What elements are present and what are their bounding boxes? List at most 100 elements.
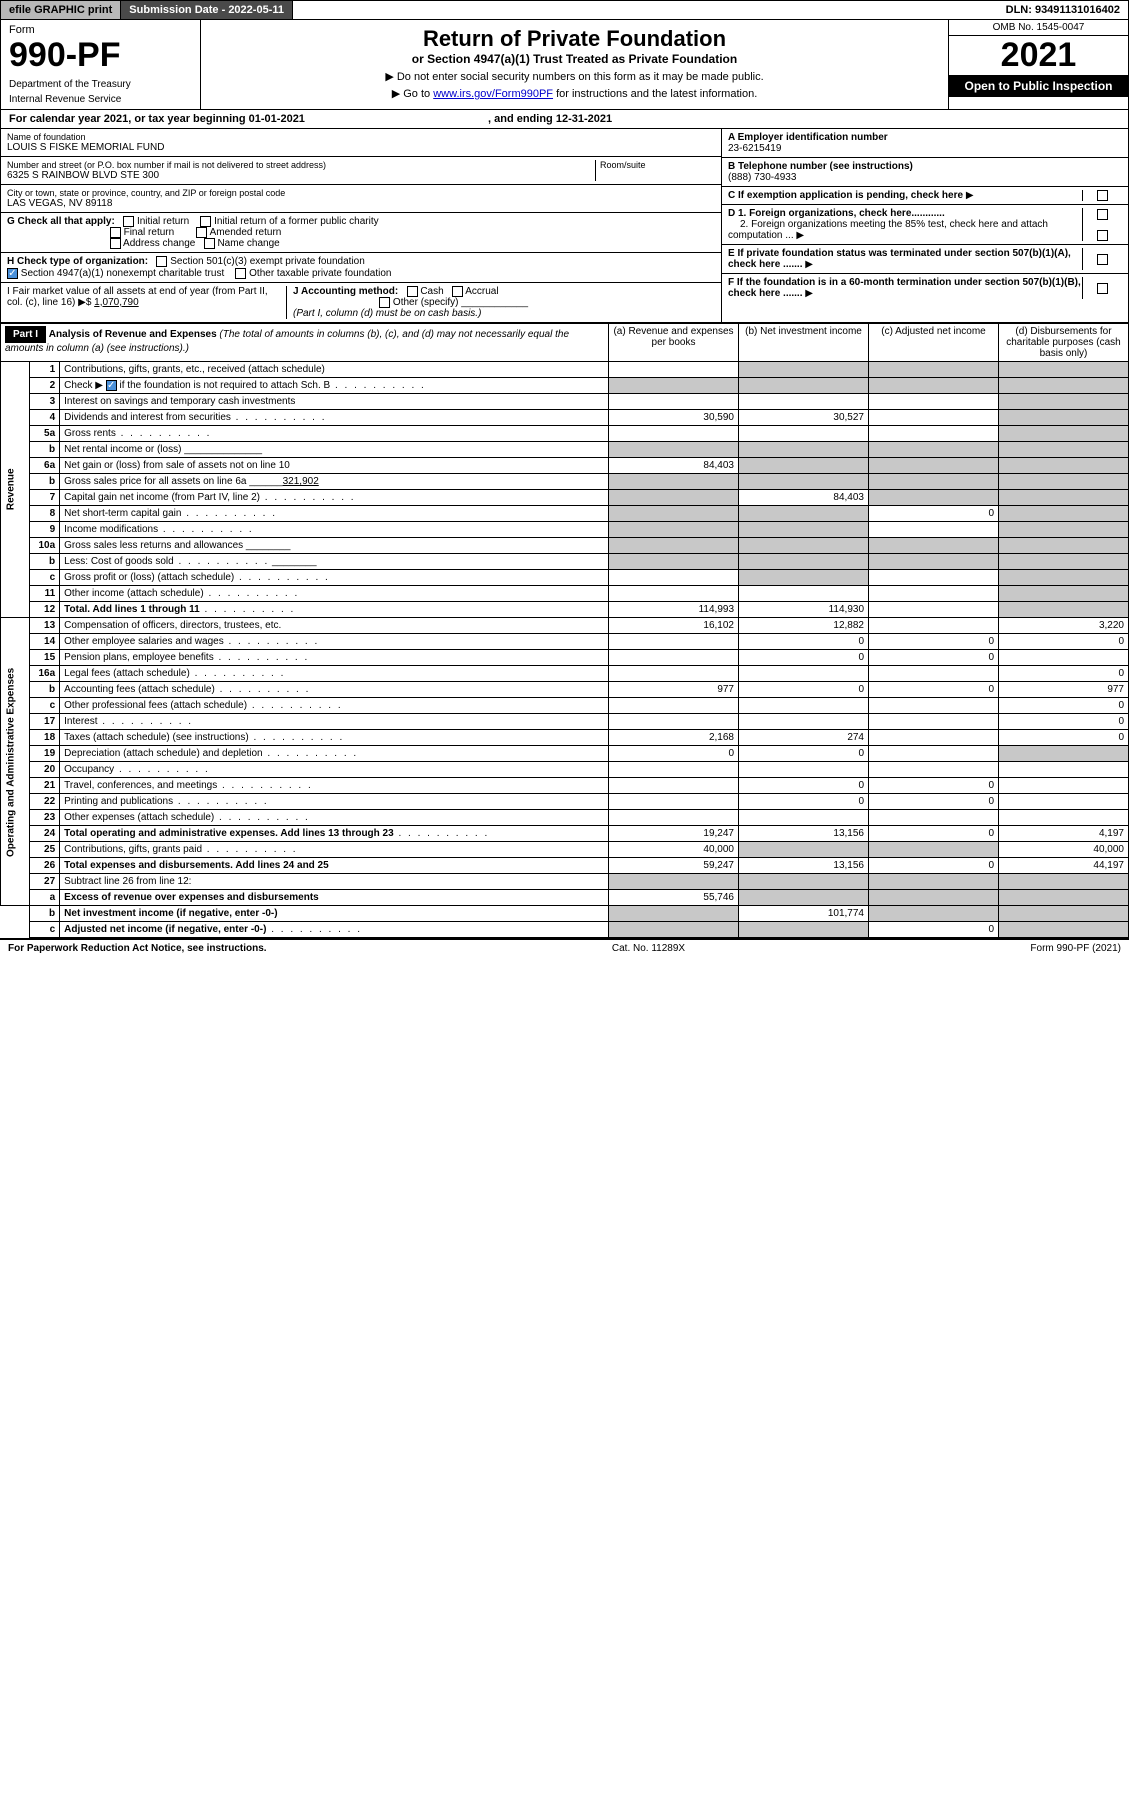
form-label: Form: [9, 24, 192, 36]
row-3: 3Interest on savings and temporary cash …: [1, 394, 1129, 410]
row-7: 7Capital gain net income (from Part IV, …: [1, 490, 1129, 506]
note-ssn: ▶ Do not enter social security numbers o…: [207, 70, 942, 83]
address: 6325 S RAINBOW BLVD STE 300: [7, 170, 595, 181]
ftr-form: Form 990-PF (2021): [1030, 943, 1121, 954]
chk-initial[interactable]: [123, 216, 134, 227]
section-i: I Fair market value of all assets at end…: [7, 286, 287, 319]
row-6a: 6aNet gain or (loss) from sale of assets…: [1, 458, 1129, 474]
row-25: 25Contributions, gifts, grants paid40,00…: [1, 842, 1129, 858]
dln: DLN: 93491131016402: [998, 1, 1128, 19]
chk-name-change[interactable]: [204, 238, 215, 249]
omb: OMB No. 1545-0047: [949, 20, 1128, 36]
row-27b: bNet investment income (if negative, ent…: [1, 906, 1129, 922]
chk-d2[interactable]: [1097, 230, 1108, 241]
row-27c: cAdjusted net income (if negative, enter…: [1, 922, 1129, 938]
tax-year: 2021: [949, 36, 1128, 75]
row-22: 22Printing and publications00: [1, 794, 1129, 810]
chk-e[interactable]: [1097, 254, 1108, 265]
row-16c: cOther professional fees (attach schedul…: [1, 698, 1129, 714]
chk-other-tax[interactable]: [235, 268, 246, 279]
foundation-name: LOUIS S FISKE MEMORIAL FUND: [7, 142, 715, 153]
chk-final[interactable]: [110, 227, 121, 238]
chk-other-method[interactable]: [379, 297, 390, 308]
row-10a: 10aGross sales less returns and allowanc…: [1, 538, 1129, 554]
d1-label: D 1. Foreign organizations, check here..…: [728, 208, 945, 219]
efile-btn[interactable]: efile GRAPHIC print: [1, 1, 121, 19]
instructions-link[interactable]: www.irs.gov/Form990PF: [433, 88, 553, 100]
part1-table: Part I Analysis of Revenue and Expenses …: [0, 323, 1129, 938]
entity-info: Name of foundation LOUIS S FISKE MEMORIA…: [0, 129, 1129, 323]
top-bar: efile GRAPHIC print Submission Date - 20…: [0, 0, 1129, 20]
section-h: H Check type of organization: Section 50…: [1, 253, 721, 282]
row-20: 20Occupancy: [1, 762, 1129, 778]
footer: For Paperwork Reduction Act Notice, see …: [0, 938, 1129, 957]
row-16a: 16aLegal fees (attach schedule)0: [1, 666, 1129, 682]
chk-amended[interactable]: [196, 227, 207, 238]
chk-accrual[interactable]: [452, 286, 463, 297]
row-11: 11Other income (attach schedule): [1, 586, 1129, 602]
city: LAS VEGAS, NV 89118: [7, 198, 715, 209]
chk-f[interactable]: [1097, 283, 1108, 294]
row-27: 27Subtract line 26 from line 12:: [1, 874, 1129, 890]
city-label: City or town, state or province, country…: [7, 188, 715, 198]
note2-post: for instructions and the latest informat…: [556, 88, 757, 100]
d2-label: 2. Foreign organizations meeting the 85%…: [728, 219, 1048, 241]
row-5b: bNet rental income or (loss) ___________…: [1, 442, 1129, 458]
open-inspection: Open to Public Inspection: [949, 75, 1128, 97]
col-a-hdr: (a) Revenue and expenses per books: [609, 323, 739, 361]
side-expenses: Operating and Administrative Expenses: [1, 618, 30, 906]
row-2: 2Check ▶ ✓ if the foundation is not requ…: [1, 377, 1129, 393]
chk-cash[interactable]: [407, 286, 418, 297]
addr-label: Number and street (or P.O. box number if…: [7, 160, 595, 170]
row-24: 24Total operating and administrative exp…: [1, 826, 1129, 842]
e-label: E If private foundation status was termi…: [728, 248, 1071, 270]
dept: Department of the Treasury: [9, 79, 192, 90]
chk-exemption-pending[interactable]: [1097, 190, 1108, 201]
calendar-row: For calendar year 2021, or tax year begi…: [0, 110, 1129, 129]
chk-4947[interactable]: ✓: [7, 268, 18, 279]
chk-schb[interactable]: ✓: [106, 380, 117, 391]
row-26: 26Total expenses and disbursements. Add …: [1, 858, 1129, 874]
form-number: 990-PF: [9, 36, 192, 75]
form-header: Form 990-PF Department of the Treasury I…: [0, 20, 1129, 110]
part1-label: Part I: [5, 326, 46, 343]
chk-501c3[interactable]: [156, 256, 167, 267]
section-g: G Check all that apply: Initial return I…: [1, 213, 721, 253]
row-12: 12Total. Add lines 1 through 11114,99311…: [1, 602, 1129, 618]
row-5a: 5aGross rents: [1, 426, 1129, 442]
row-14: 14Other employee salaries and wages000: [1, 634, 1129, 650]
page-subtitle: or Section 4947(a)(1) Trust Treated as P…: [207, 52, 942, 66]
row-10b: bLess: Cost of goods sold ________: [1, 554, 1129, 570]
note2-pre: ▶ Go to: [392, 88, 433, 100]
ein: 23-6215419: [728, 143, 781, 154]
row-6b: bGross sales price for all assets on lin…: [1, 474, 1129, 490]
col-d-hdr: (d) Disbursements for charitable purpose…: [999, 323, 1129, 361]
chk-initial-former[interactable]: [200, 216, 211, 227]
row-4: 4Dividends and interest from securities3…: [1, 410, 1129, 426]
irs: Internal Revenue Service: [9, 94, 192, 105]
ftr-cat: Cat. No. 11289X: [612, 943, 685, 954]
ein-label: A Employer identification number: [728, 132, 888, 143]
side-revenue: Revenue: [1, 361, 30, 617]
row-18: 18Taxes (attach schedule) (see instructi…: [1, 730, 1129, 746]
room-label: Room/suite: [600, 160, 715, 170]
submission-date: Submission Date - 2022-05-11: [121, 1, 293, 19]
name-label: Name of foundation: [7, 132, 715, 142]
col-b-hdr: (b) Net investment income: [739, 323, 869, 361]
phone: (888) 730-4933: [728, 172, 796, 183]
row-21: 21Travel, conferences, and meetings00: [1, 778, 1129, 794]
row-1: Revenue 1Contributions, gifts, grants, e…: [1, 361, 1129, 377]
row-9: 9Income modifications: [1, 522, 1129, 538]
row-19: 19Depreciation (attach schedule) and dep…: [1, 746, 1129, 762]
chk-addr-change[interactable]: [110, 238, 121, 249]
fmv-value: 1,070,790: [94, 297, 139, 308]
chk-d1[interactable]: [1097, 209, 1108, 220]
row-16b: bAccounting fees (attach schedule)977009…: [1, 682, 1129, 698]
row-27a: aExcess of revenue over expenses and dis…: [1, 890, 1129, 906]
page-title: Return of Private Foundation: [207, 26, 942, 52]
row-10c: cGross profit or (loss) (attach schedule…: [1, 570, 1129, 586]
row-23: 23Other expenses (attach schedule): [1, 810, 1129, 826]
c-label: C If exemption application is pending, c…: [728, 190, 963, 201]
row-17: 17Interest0: [1, 714, 1129, 730]
section-j: J Accounting method: Cash Accrual Other …: [287, 286, 715, 319]
